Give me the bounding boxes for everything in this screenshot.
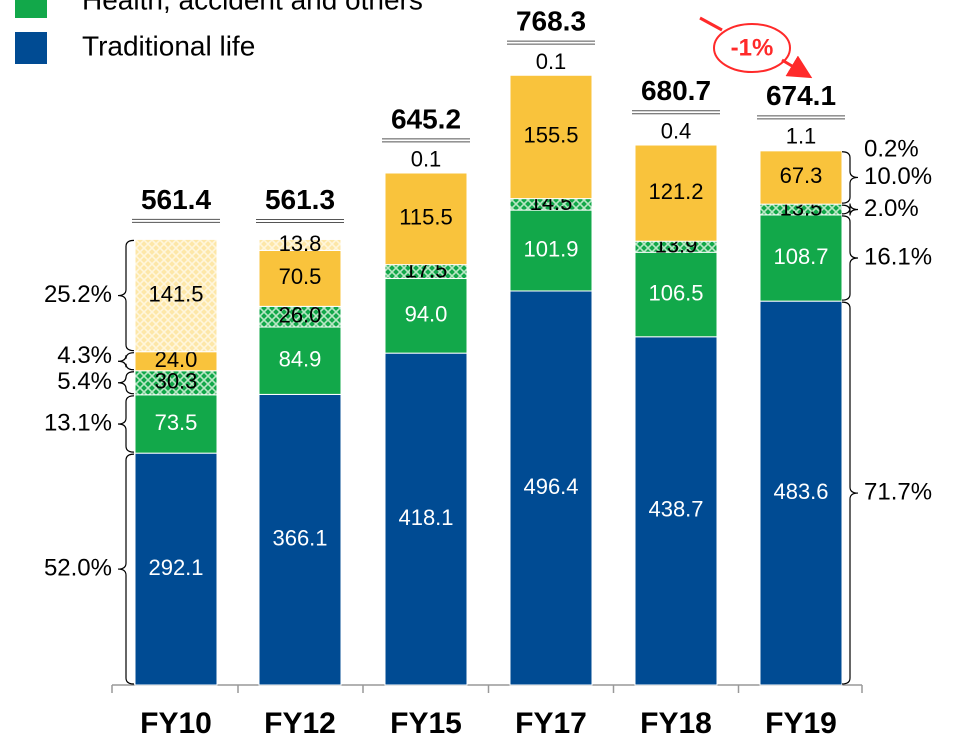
total-label: 645.2: [391, 103, 461, 134]
bar-segment: [509, 290, 593, 686]
bar-segment: [509, 74, 593, 200]
share-brace: [117, 395, 135, 453]
data-label: 1.1: [786, 124, 817, 149]
x-tick-label: FY18: [640, 707, 712, 740]
bar-segment: [258, 393, 342, 686]
data-label: 141.5: [148, 281, 203, 306]
bar-segment: [134, 452, 218, 686]
change-label: -1%: [731, 34, 774, 61]
data-label: 106.5: [648, 280, 703, 305]
data-label: 0.4: [661, 119, 692, 144]
total-label: 561.3: [265, 184, 335, 215]
data-label: 70.5: [279, 264, 322, 289]
data-label: 438.7: [648, 497, 703, 522]
share-brace: [117, 371, 135, 395]
share-label: 52.0%: [44, 554, 112, 581]
bar-segment: [384, 352, 468, 686]
bar-segment: [258, 249, 342, 307]
bar-segment: [258, 238, 342, 251]
x-tick-label: FY15: [390, 707, 462, 740]
share-brace: [841, 215, 859, 301]
x-tick-label: FY10: [140, 707, 212, 740]
bar-segment: [134, 370, 218, 396]
share-label: 13.1%: [44, 409, 112, 436]
legend: Health, accident and others Traditional l…: [15, 0, 423, 64]
share-brace: [841, 151, 859, 204]
x-tick-label: FY19: [765, 707, 837, 740]
bar-segment: [759, 214, 843, 302]
x-tick-label: FY17: [515, 707, 587, 740]
share-label: 16.1%: [864, 243, 932, 270]
bar-segment: [634, 144, 718, 242]
change-arrow: [781, 55, 813, 79]
data-label: 121.2: [648, 179, 703, 204]
share-brace: [841, 203, 859, 216]
bar-segment: [384, 278, 468, 354]
bar-segment: [258, 326, 342, 395]
legend-swatch: [15, 32, 47, 64]
share-brace: [841, 301, 859, 685]
share-label: 0.2%: [864, 136, 919, 163]
share-brace: [117, 352, 135, 371]
share-brace: [117, 453, 135, 685]
data-label: 108.7: [773, 244, 828, 269]
bar-segment: [134, 394, 218, 454]
legend-label: Traditional life: [82, 30, 255, 61]
data-label: 496.4: [523, 474, 578, 499]
bar-segment: [759, 149, 843, 152]
share-label: 25.2%: [44, 281, 112, 308]
change-annotation: -1%: [699, 16, 813, 79]
bar-segment: [384, 172, 468, 266]
total-label: 768.3: [516, 5, 586, 36]
bar-segment: [134, 238, 218, 353]
legend-swatch: [15, 0, 47, 18]
data-label: 0.1: [536, 49, 567, 74]
total-label: 561.4: [141, 184, 211, 215]
data-label: 366.1: [272, 526, 327, 551]
share-label: 5.4%: [57, 368, 112, 395]
data-label: 418.1: [398, 505, 453, 530]
data-label: 13.8: [279, 231, 322, 256]
share-label: 2.0%: [864, 195, 919, 222]
bar-segment: [634, 251, 718, 338]
data-label: 84.9: [279, 347, 322, 372]
data-label: 73.5: [155, 410, 198, 435]
bar-segment: [634, 336, 718, 686]
data-label: 94.0: [405, 302, 448, 327]
share-label: 4.3%: [57, 342, 112, 369]
share-label: 71.7%: [864, 478, 932, 505]
data-label: 101.9: [523, 236, 578, 261]
total-label: 674.1: [766, 80, 836, 111]
change-arrow-tail: [699, 16, 723, 32]
data-label: 67.3: [780, 163, 823, 188]
change-bubble: [713, 23, 791, 73]
data-label: 155.5: [523, 123, 578, 148]
data-label: 0.1: [411, 147, 442, 172]
x-tick-label: FY12: [264, 707, 336, 740]
data-label: 30.3: [155, 369, 198, 394]
total-label: 680.7: [641, 75, 711, 106]
share-brace: [117, 239, 135, 352]
data-label: 483.6: [773, 479, 828, 504]
data-label: 115.5: [399, 205, 452, 230]
bar-segment: [509, 209, 593, 292]
share-label: 10.0%: [864, 163, 932, 190]
bar-segment: [759, 150, 843, 205]
data-label: 292.1: [148, 555, 203, 580]
legend-label: Health, accident and others: [82, 0, 423, 15]
